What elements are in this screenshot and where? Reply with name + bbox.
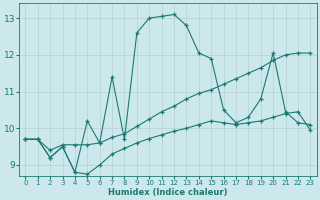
X-axis label: Humidex (Indice chaleur): Humidex (Indice chaleur) xyxy=(108,188,228,197)
